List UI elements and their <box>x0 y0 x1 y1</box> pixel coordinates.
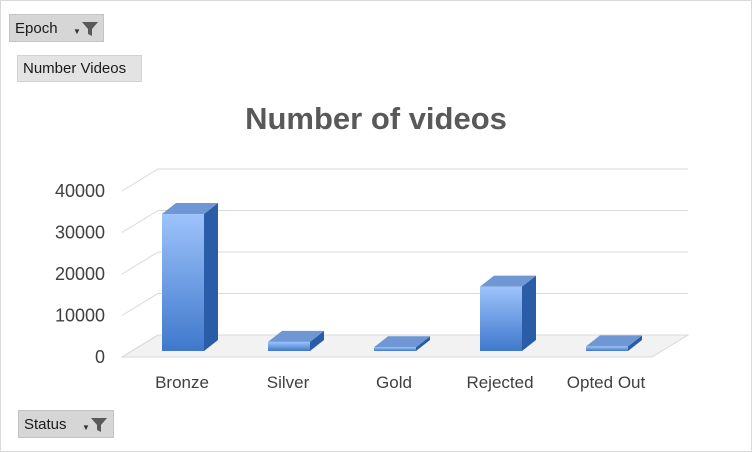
gridline <box>121 251 688 275</box>
status-filter-button[interactable]: Status ▼ <box>18 410 114 438</box>
filter-funnel-icon <box>91 418 107 432</box>
x-category-label: Bronze <box>155 373 209 392</box>
bar-opted-out <box>586 335 642 351</box>
x-axis: Bronze Silver Gold Rejected Opted Out <box>155 373 645 392</box>
epoch-filter-label: Epoch <box>15 19 58 37</box>
bar-top <box>374 336 430 348</box>
number-videos-field-button[interactable]: Number Videos <box>17 55 142 82</box>
bar-bronze <box>162 203 218 351</box>
y-axis: 0 10000 20000 30000 40000 <box>55 181 105 367</box>
y-tick-label: 40000 <box>55 181 105 201</box>
bar-front <box>162 214 204 351</box>
filter-funnel-icon <box>82 22 98 36</box>
bar-top <box>480 275 536 287</box>
y-tick-label: 30000 <box>55 223 105 243</box>
bar-gold <box>374 336 430 351</box>
gridline <box>121 168 688 192</box>
bar-top <box>586 335 642 347</box>
bar-side <box>416 336 430 351</box>
bar-side <box>204 203 218 351</box>
bar-side <box>310 330 324 351</box>
dropdown-arrow-icon: ▼ <box>82 423 90 432</box>
bar-front <box>586 346 628 351</box>
x-category-label: Gold <box>376 373 412 392</box>
dropdown-arrow-icon: ▼ <box>73 27 81 36</box>
bar-silver <box>268 330 324 351</box>
x-category-label: Rejected <box>466 373 533 392</box>
bars <box>162 203 642 351</box>
number-videos-label: Number Videos <box>23 60 127 77</box>
x-category-label: Silver <box>267 373 310 392</box>
status-filter-label: Status <box>24 415 67 433</box>
bar-front <box>268 341 310 351</box>
bar-side <box>628 335 642 351</box>
bar-side <box>522 275 536 351</box>
gridline <box>121 210 688 233</box>
bar-rejected <box>480 275 536 351</box>
y-tick-label: 10000 <box>55 306 105 326</box>
bar-front <box>374 347 416 351</box>
x-category-label: Opted Out <box>567 373 646 392</box>
bar-top <box>268 330 324 342</box>
bar-top <box>162 203 218 215</box>
bar-front <box>480 286 522 351</box>
y-tick-label: 20000 <box>55 264 105 284</box>
epoch-filter-button[interactable]: Epoch ▼ <box>9 14 104 42</box>
y-tick-label: 0 <box>95 347 105 367</box>
chart-title: Number of videos <box>245 101 507 136</box>
